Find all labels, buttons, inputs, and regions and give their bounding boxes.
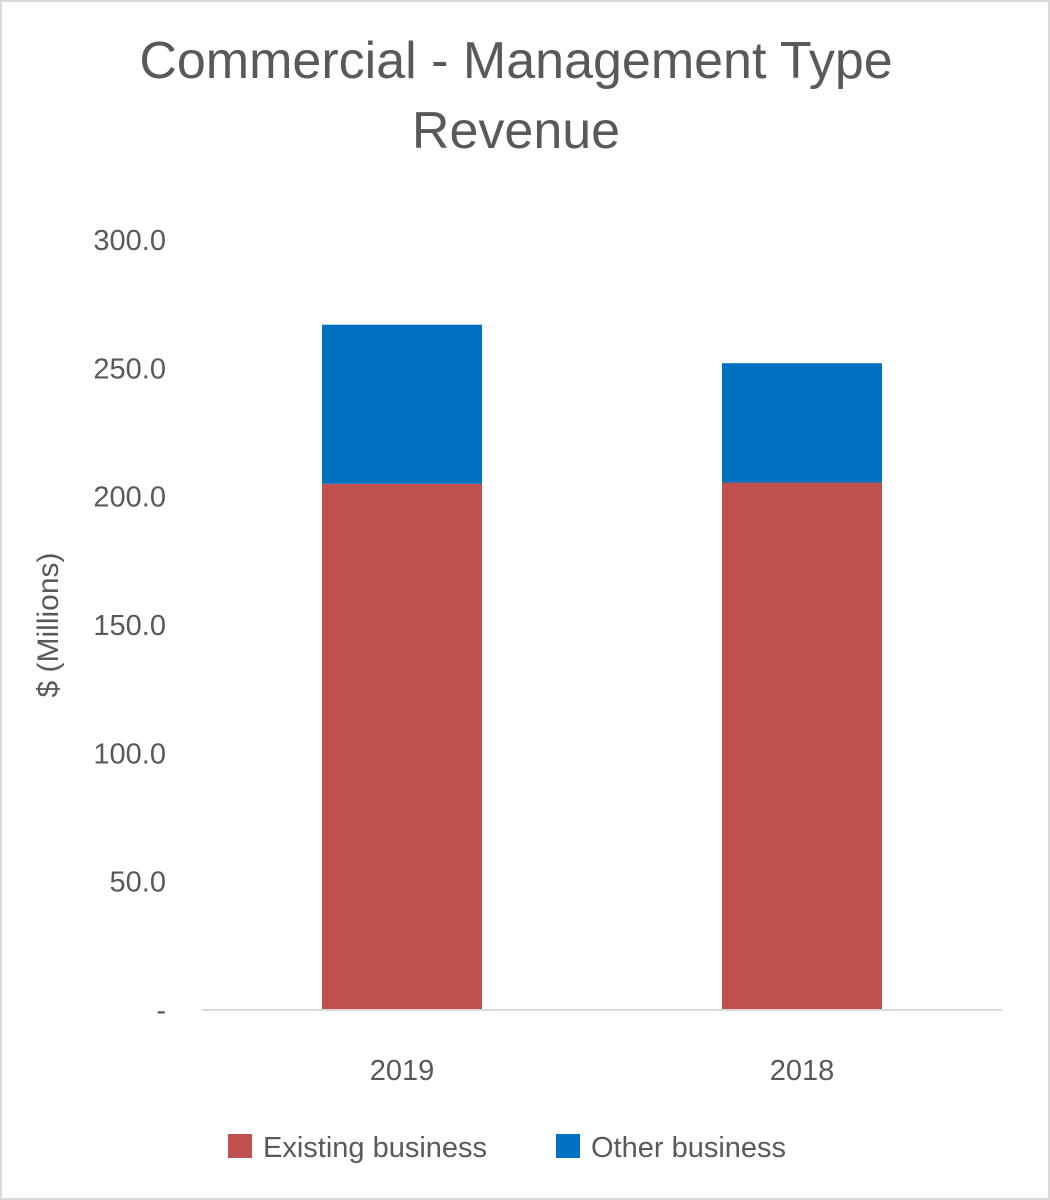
bars xyxy=(322,324,882,1010)
x-tick-label: 2018 xyxy=(770,1055,835,1087)
chart-title: Commercial - Management Type Revenue xyxy=(139,32,892,160)
y-tick-label: - xyxy=(156,995,166,1027)
bar-existing-business-2018 xyxy=(722,482,882,1010)
legend-label-other-business: Other business xyxy=(591,1132,786,1164)
y-tick-label: 150.0 xyxy=(93,610,166,642)
y-tick-label: 300.0 xyxy=(93,225,166,257)
y-tick-label: 50.0 xyxy=(110,867,166,899)
y-axis-ticks: - 50.0 100.0 150.0 200.0 250.0 300.0 xyxy=(93,225,166,1027)
bar-other-business-2019 xyxy=(322,324,482,484)
bar-other-business-2018 xyxy=(722,363,882,483)
chart-title-line-1: Commercial - Management Type xyxy=(139,32,892,90)
y-tick-label: 250.0 xyxy=(93,353,166,385)
legend-label-existing-business: Existing business xyxy=(263,1132,487,1164)
y-tick-label: 100.0 xyxy=(93,738,166,770)
legend: Existing business Other business xyxy=(228,1132,786,1164)
x-axis-ticks: 2019 2018 xyxy=(370,1055,835,1087)
y-axis-label: $ (Millions) xyxy=(32,552,65,697)
legend-swatch-other-business xyxy=(556,1134,580,1158)
chart-title-line-2: Revenue xyxy=(412,102,620,160)
y-tick-label: 200.0 xyxy=(93,482,166,514)
legend-swatch-existing-business xyxy=(228,1134,252,1158)
x-tick-label: 2019 xyxy=(370,1055,435,1087)
bar-existing-business-2019 xyxy=(322,483,482,1010)
